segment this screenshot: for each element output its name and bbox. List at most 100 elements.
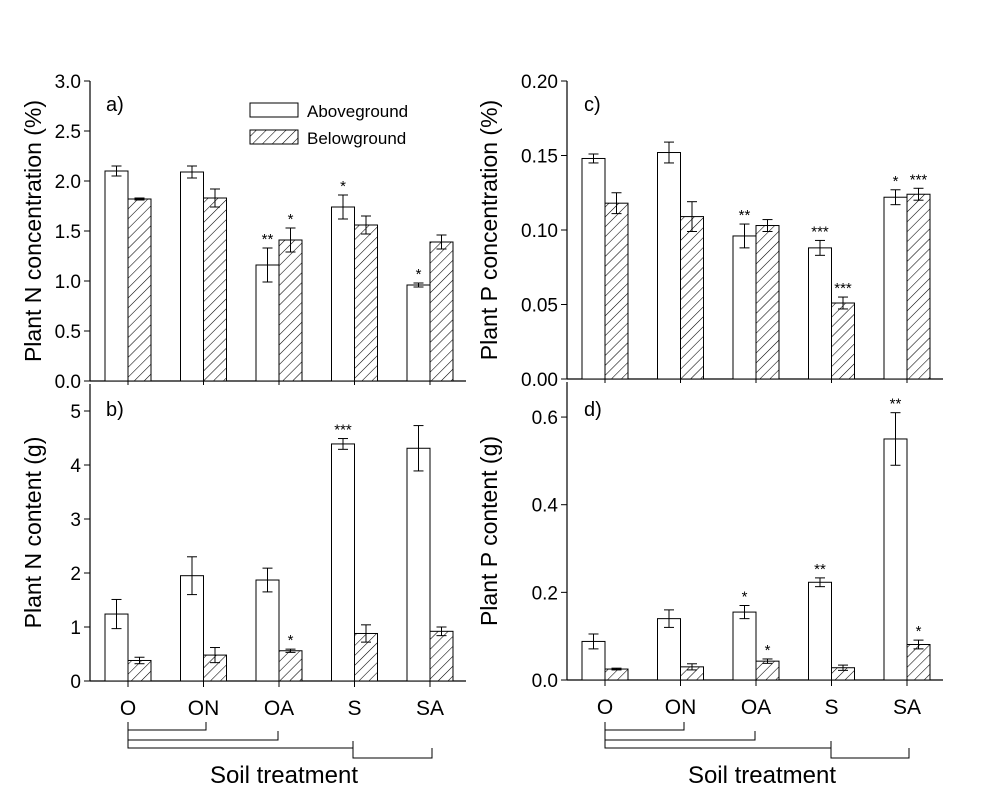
bar-aboveground-SA bbox=[406, 284, 431, 382]
x-tick-label: ON bbox=[188, 697, 220, 720]
significance-label: * bbox=[340, 178, 346, 195]
y-tick-label: 3.0 bbox=[55, 72, 81, 93]
panel-label: b) bbox=[106, 399, 124, 421]
y-axis-title: Plant N content (g) bbox=[20, 437, 46, 629]
bracket-s-sa bbox=[830, 748, 910, 759]
bar-belowground-O bbox=[127, 198, 152, 382]
bar-belowground-S bbox=[354, 224, 378, 382]
y-tick-label: 0.20 bbox=[521, 72, 558, 93]
legend-swatch-belowground bbox=[249, 129, 299, 145]
y-tick-label: 0.05 bbox=[521, 296, 558, 317]
bar-aboveground-OA bbox=[732, 235, 757, 380]
x-tick-label: OA bbox=[264, 697, 294, 720]
x-tick-label: O bbox=[120, 697, 136, 720]
significance-label: ** bbox=[262, 231, 274, 248]
bar-belowground-ON bbox=[680, 216, 704, 380]
y-tick-label: 1 bbox=[70, 618, 81, 639]
bar-aboveground-S bbox=[808, 247, 832, 380]
y-tick-label: 5 bbox=[70, 402, 81, 423]
bar-belowground-SA bbox=[906, 193, 931, 380]
bracket-o-oa bbox=[604, 730, 756, 741]
bar-aboveground-ON bbox=[657, 152, 681, 380]
y-axis-title: Plant N concentration (%) bbox=[20, 100, 46, 362]
y-tick-label: 0 bbox=[70, 672, 81, 693]
significance-label: * bbox=[916, 623, 922, 640]
legend-swatch-aboveground bbox=[249, 102, 299, 118]
y-tick-label: 0.6 bbox=[532, 408, 558, 429]
y-tick-label: 0.2 bbox=[532, 583, 558, 604]
x-tick-label: OA bbox=[741, 696, 771, 719]
bar-belowground-ON bbox=[203, 197, 227, 382]
y-tick-label: 1.0 bbox=[55, 272, 81, 293]
legend-label-aboveground: Aboveground bbox=[307, 102, 408, 121]
bar-belowground-OA bbox=[755, 660, 780, 681]
x-axis-title-right: Soil treatment bbox=[688, 762, 836, 789]
significance-brackets-right bbox=[604, 722, 910, 759]
y-axis-title: Plant P concentration (%) bbox=[476, 100, 502, 360]
y-tick-label: 0.5 bbox=[55, 322, 81, 343]
significance-label: *** bbox=[334, 422, 352, 439]
significance-label: *** bbox=[811, 223, 829, 240]
x-tick-label: S bbox=[824, 696, 838, 719]
significance-label: ** bbox=[739, 207, 751, 224]
bar-aboveground-ON bbox=[180, 171, 204, 382]
bracket-o-s bbox=[604, 740, 832, 749]
significance-label: * bbox=[288, 211, 294, 228]
x-tick-label: S bbox=[347, 697, 361, 720]
bracket-o-s bbox=[127, 740, 354, 749]
panel-label: d) bbox=[584, 399, 602, 421]
legend-label-belowground: Belowground bbox=[307, 129, 406, 148]
bracket-o-on bbox=[604, 722, 685, 731]
significance-label: ** bbox=[814, 561, 826, 578]
y-tick-label: 0.00 bbox=[521, 370, 558, 391]
y-tick-label: 0.10 bbox=[521, 221, 558, 242]
x-tick-label: SA bbox=[416, 697, 444, 720]
bracket-s-sa bbox=[352, 748, 433, 759]
x-tick-label: SA bbox=[893, 696, 921, 719]
bar-belowground-S bbox=[831, 302, 855, 380]
y-tick-label: 3 bbox=[70, 510, 81, 531]
bar-aboveground-S bbox=[331, 206, 355, 382]
bar-belowground-SA bbox=[429, 241, 454, 382]
bar-belowground-SA bbox=[429, 630, 454, 682]
bar-belowground-OA bbox=[278, 650, 303, 682]
significance-label: *** bbox=[834, 280, 852, 297]
y-tick-label: 4 bbox=[70, 456, 81, 477]
panel-label: a) bbox=[106, 94, 124, 116]
y-tick-label: 2 bbox=[70, 564, 81, 585]
legend: Aboveground Belowground bbox=[249, 102, 408, 148]
y-tick-label: 0.15 bbox=[521, 147, 558, 168]
bracket-o-oa bbox=[127, 730, 279, 741]
x-axis-title-left: Soil treatment bbox=[210, 762, 358, 789]
x-tick-label: O bbox=[597, 696, 613, 719]
chart-panel-c: 0.00 0.05 0.10 0.15 0.20 Plant P concentratio… bbox=[476, 72, 943, 391]
bar-aboveground-SA bbox=[883, 438, 908, 681]
y-tick-label: 2.0 bbox=[55, 172, 81, 193]
bar-aboveground-S bbox=[331, 443, 355, 682]
bar-belowground-SA bbox=[906, 644, 931, 681]
significance-label: ** bbox=[890, 396, 902, 413]
significance-label: * bbox=[765, 642, 771, 659]
bar-aboveground-O bbox=[581, 157, 606, 380]
significance-label: * bbox=[893, 173, 899, 190]
significance-label: *** bbox=[910, 171, 928, 188]
bracket-o-on bbox=[127, 722, 207, 731]
significance-brackets-left bbox=[127, 722, 433, 759]
y-tick-label: 0.0 bbox=[55, 372, 81, 393]
chart-panel-b: 0 1 2 3 4 5 Plant N content (g) b) O ON * OA *** S SA bbox=[20, 384, 466, 720]
bar-aboveground-OA bbox=[732, 611, 757, 681]
bar-aboveground-SA bbox=[406, 447, 431, 682]
y-tick-label: 0.0 bbox=[532, 671, 558, 692]
significance-label: * bbox=[288, 632, 294, 649]
bar-belowground-O bbox=[604, 202, 629, 380]
chart-panel-a: 0.0 0.5 1.0 1.5 2.0 2.5 3.0 Plant N concentrati… bbox=[20, 72, 466, 393]
y-tick-label: 2.5 bbox=[55, 122, 81, 143]
bar-belowground-OA bbox=[278, 239, 303, 382]
bar-belowground-O bbox=[604, 668, 629, 681]
y-axis-title: Plant P content (g) bbox=[476, 436, 502, 626]
bar-aboveground-SA bbox=[883, 196, 908, 380]
y-tick-label: 1.5 bbox=[55, 222, 81, 243]
significance-label: * bbox=[416, 266, 422, 283]
panel-label: c) bbox=[584, 94, 601, 116]
